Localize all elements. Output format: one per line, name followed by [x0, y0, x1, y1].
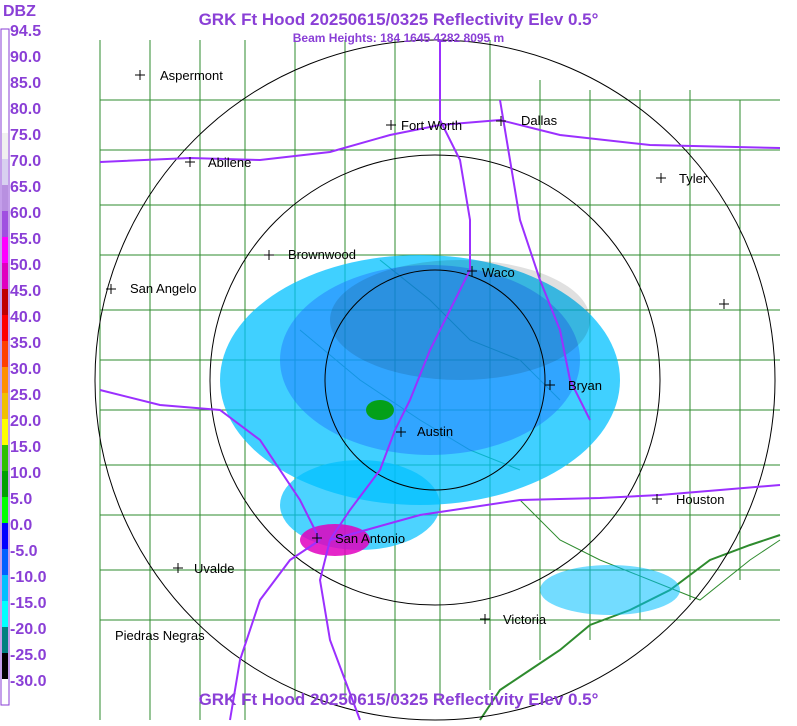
- scale-swatch: [2, 159, 8, 185]
- highways: [99, 40, 781, 721]
- coastline: [479, 534, 781, 721]
- scale-value-label: 15.0: [10, 439, 42, 456]
- scale-value-label: 5.0: [10, 491, 33, 508]
- scale-value-label: -15.0: [10, 595, 47, 612]
- scale-swatch: [2, 29, 8, 55]
- city-label-victoria: Victoria: [503, 612, 547, 627]
- scale-unit-label: DBZ: [3, 3, 36, 20]
- scale-swatch: [2, 185, 8, 211]
- scale-value-label: -25.0: [10, 647, 47, 664]
- range-rings: [94, 39, 776, 721]
- scale-value-label: 40.0: [10, 309, 42, 326]
- city-label-houston: Houston: [676, 492, 725, 507]
- scale-swatch: [2, 679, 8, 705]
- city-label-waco: Waco: [482, 265, 515, 280]
- city-label-uvalde: Uvalde: [194, 561, 235, 576]
- city-label-piedras-negras: Piedras Negras: [115, 628, 205, 643]
- scale-swatch: [2, 55, 8, 81]
- scale-swatch: [2, 81, 8, 107]
- scale-value-label: 10.0: [10, 465, 42, 482]
- scale-swatch: [2, 211, 8, 237]
- scale-value-label: 80.0: [10, 101, 42, 118]
- city-label-dallas: Dallas: [521, 113, 558, 128]
- city-label-tyler: Tyler: [679, 171, 708, 186]
- scale-value-label: 45.0: [10, 283, 42, 300]
- city-label-san-angelo: San Angelo: [130, 281, 197, 296]
- scale-swatch: [2, 627, 8, 653]
- city-label-brownwood: Brownwood: [288, 247, 356, 262]
- scale-value-label: 0.0: [10, 517, 33, 534]
- scale-value-label: 30.0: [10, 361, 42, 378]
- scale-value-label: -5.0: [10, 543, 38, 560]
- scale-value-label: 70.0: [10, 153, 42, 170]
- scale-value-label: -10.0: [10, 569, 47, 586]
- scale-swatch: [2, 107, 8, 133]
- city-markers: [106, 70, 729, 624]
- scale-swatch: [2, 523, 8, 549]
- scale-swatch: [2, 471, 8, 497]
- city-label-bryan: Bryan: [568, 378, 602, 393]
- scale-swatch: [2, 549, 8, 575]
- scale-swatch: [2, 419, 8, 445]
- city-label-fort-worth: Fort Worth: [401, 118, 463, 133]
- scale-swatch: [2, 367, 8, 393]
- scale-value-label: 75.0: [10, 127, 42, 144]
- scale-swatch: [2, 393, 8, 419]
- city-label-aspermont: Aspermont: [160, 68, 223, 83]
- scale-swatch: [2, 133, 8, 159]
- scale-value-label: 90.0: [10, 49, 42, 66]
- scale-swatch: [2, 445, 8, 471]
- scale-value-label: 20.0: [10, 413, 42, 430]
- scale-value-label: -30.0: [10, 673, 47, 690]
- scale-swatch: [2, 341, 8, 367]
- beam-heights-subtitle: Beam Heights: 184 1645 4282 8095 m: [292, 31, 505, 45]
- scale-swatch: [2, 289, 8, 315]
- city-label-austin: Austin: [417, 424, 454, 439]
- scale-value-label: 50.0: [10, 257, 42, 274]
- scale-value-label: 60.0: [10, 205, 42, 222]
- scale-frame: [0, 28, 10, 706]
- scale-value-label: 65.0: [10, 179, 42, 196]
- scale-value-label: 94.5: [10, 23, 42, 40]
- scale-value-label: -20.0: [10, 621, 47, 638]
- scale-swatch: [2, 497, 8, 523]
- map-footer-title: GRK Ft Hood 20250615/0325 Reflectivity E…: [198, 690, 599, 709]
- scale-value-label: 55.0: [10, 231, 42, 248]
- dbz-color-scale: [0, 28, 10, 706]
- scale-swatch: [2, 653, 8, 679]
- scale-swatch: [2, 315, 8, 341]
- scale-value-label: 35.0: [10, 335, 42, 352]
- city-label-abilene: Abilene: [208, 155, 252, 170]
- scale-swatch: [2, 237, 8, 263]
- scale-swatch: [2, 263, 8, 289]
- radar-echoes: [220, 255, 680, 615]
- scale-swatch: [2, 575, 8, 601]
- scale-value-label: 85.0: [10, 75, 42, 92]
- map-title: GRK Ft Hood 20250615/0325 Reflectivity E…: [198, 10, 599, 29]
- scale-value-label: 25.0: [10, 387, 42, 404]
- scale-swatch: [2, 601, 8, 627]
- city-label-san-antonio: San Antonio: [335, 531, 406, 546]
